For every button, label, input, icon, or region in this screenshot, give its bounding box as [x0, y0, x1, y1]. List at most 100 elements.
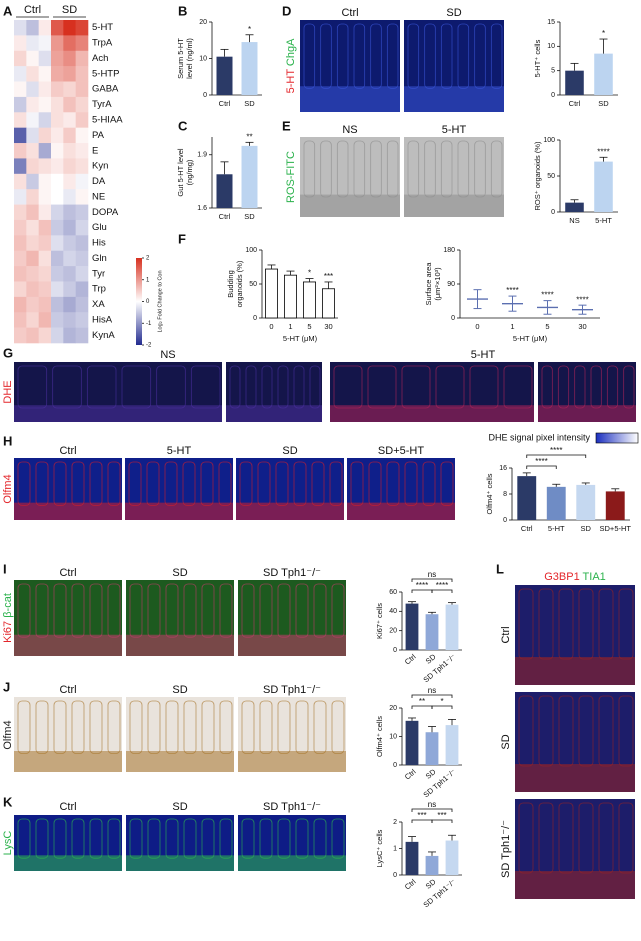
colorbar-tick-label: 2 — [146, 256, 150, 262]
significance: **** — [597, 147, 609, 156]
micrograph-stain — [236, 502, 344, 520]
y-tick-label: 100 — [543, 137, 555, 144]
heatmap-cell — [38, 112, 52, 128]
villus — [156, 365, 186, 409]
villus — [190, 365, 221, 409]
villus — [578, 695, 594, 767]
bar — [216, 56, 233, 95]
villus — [200, 461, 214, 506]
heatmap-row-label: E — [92, 145, 98, 156]
y-tick-label: 2 — [393, 819, 397, 826]
panel-column-title: Ctrl — [59, 684, 76, 696]
significance: *** — [324, 272, 333, 281]
heatmap-cell — [75, 204, 89, 221]
stain-name: TIA1 — [580, 571, 606, 583]
bar — [445, 725, 459, 765]
comparison-bracket — [431, 819, 453, 823]
villus — [313, 700, 327, 754]
y-axis-label: Olfm4⁺ cells — [375, 716, 384, 757]
villus — [623, 365, 635, 409]
villus — [164, 461, 178, 506]
stain-name: LysC — [2, 831, 14, 856]
villus — [147, 818, 161, 859]
panel-letter: A — [3, 3, 13, 18]
y-tick-label: 0 — [393, 872, 397, 879]
heatmap-cell — [51, 112, 64, 128]
micrograph-stain — [238, 634, 346, 656]
panel-letter: J — [3, 679, 10, 694]
heatmap-cell — [38, 143, 52, 159]
villus — [261, 365, 273, 409]
villus — [440, 140, 453, 198]
heatmap-group-label: Ctrl — [24, 4, 41, 16]
micrograph-stain — [404, 86, 504, 112]
heatmap-cell — [14, 35, 27, 52]
heatmap-cell — [38, 96, 52, 113]
villus — [107, 700, 121, 754]
villus — [353, 140, 366, 198]
heatmap-row-label: GABA — [92, 84, 119, 95]
villus — [259, 818, 273, 859]
colorbar-tick-label: -2 — [146, 343, 152, 349]
villus — [350, 461, 364, 506]
heatmap-cell — [51, 35, 64, 52]
heatmap-cell — [75, 158, 89, 175]
bar — [605, 491, 625, 520]
y-axis-label: Olfm4⁺ cells — [485, 473, 494, 514]
heatmap-cell — [26, 219, 39, 236]
x-tick-label: SD — [244, 99, 255, 108]
villus — [598, 695, 614, 767]
y-tick-label: 90 — [447, 281, 455, 288]
heatmap-row-label: DA — [92, 176, 106, 187]
stain-name: 5-HT — [285, 69, 297, 94]
heatmap-row-label: 5-HIAA — [92, 114, 123, 125]
stain-label: DHE — [2, 380, 14, 403]
comparison-bracket — [411, 819, 433, 823]
villus — [71, 818, 85, 859]
villus — [201, 700, 215, 754]
y-tick-label: 1.9 — [197, 152, 207, 159]
villus — [201, 583, 215, 638]
heatmap-cell — [26, 35, 39, 52]
x-tick-label: Ctrl — [403, 652, 418, 667]
villus — [35, 461, 49, 506]
panel-letter: B — [178, 3, 187, 18]
villus — [590, 365, 602, 409]
bar — [405, 603, 419, 650]
heatmap-cell — [38, 20, 52, 36]
villus — [35, 700, 49, 754]
x-tick-label: 1 — [288, 322, 292, 331]
x-tick-label: SD — [598, 99, 609, 108]
heatmap-cell — [51, 96, 64, 113]
stain-name: Olfm4 — [2, 720, 14, 749]
heatmap-cell — [75, 127, 89, 144]
villus — [368, 461, 382, 506]
y-axis-label: (ng/mg) — [185, 159, 194, 185]
stain-label: Olfm4 — [2, 474, 14, 503]
villus — [146, 461, 160, 506]
villus — [401, 365, 431, 409]
heatmap-cell — [38, 296, 52, 313]
comparison-label: **** — [416, 581, 428, 590]
y-tick-label: 100 — [245, 247, 257, 254]
villus — [89, 583, 103, 638]
bar — [594, 161, 613, 212]
heatmap-cell — [26, 143, 39, 159]
villus — [386, 23, 399, 89]
y-axis-label: Ki67⁺ cells — [375, 603, 384, 639]
significance: * — [248, 25, 251, 34]
micrograph-stain — [515, 764, 635, 792]
significance: **** — [576, 295, 588, 304]
villus — [424, 23, 436, 89]
heatmap-row-label: HisA — [92, 314, 113, 325]
bar — [445, 840, 459, 875]
villus — [259, 583, 273, 638]
panel-column-title: SD Tph1⁻/⁻ — [263, 684, 321, 696]
villus — [229, 365, 241, 409]
heatmap-cell — [26, 266, 39, 282]
villus — [370, 23, 382, 89]
heatmap-cell — [63, 158, 76, 175]
heatmap-row-label: Ach — [92, 53, 108, 64]
heatmap-cell — [75, 143, 89, 159]
heatmap-cell — [51, 312, 64, 328]
